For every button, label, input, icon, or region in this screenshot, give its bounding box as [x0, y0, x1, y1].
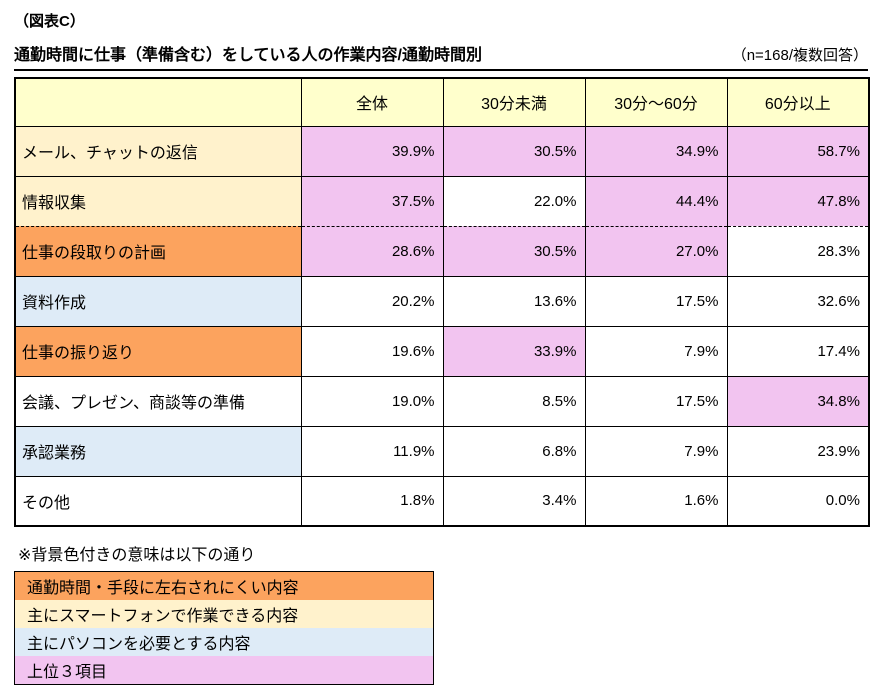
- table-row: 仕事の段取りの計画 28.6% 30.5% 27.0% 28.3%: [14, 225, 870, 277]
- table-row: 承認業務 11.9% 6.8% 7.9% 23.9%: [14, 425, 870, 477]
- value-cell: 1.8%: [300, 475, 444, 527]
- value-cell: 44.4%: [584, 175, 728, 227]
- commute-work-table: 全体 30分未満 30分～60分 60分以上 メール、チャットの返信 39.9% 30.5…: [14, 77, 870, 527]
- table-header: 全体 30分未満 30分～60分 60分以上: [14, 77, 870, 127]
- value-cell: 17.5%: [584, 375, 728, 427]
- value-cell: 19.6%: [300, 325, 444, 377]
- value-cell: 47.8%: [726, 175, 870, 227]
- value-cell: 33.9%: [442, 325, 586, 377]
- row-label: 情報収集: [14, 175, 302, 227]
- value-cell: 20.2%: [300, 275, 444, 327]
- table-body: メール、チャットの返信 39.9% 30.5% 34.9% 58.7% 情報収集 37.5%…: [14, 125, 870, 527]
- value-cell: 28.6%: [300, 225, 444, 277]
- row-label: 仕事の振り返り: [14, 325, 302, 377]
- row-label: メール、チャットの返信: [14, 125, 302, 177]
- row-label: 資料作成: [14, 275, 302, 327]
- sample-size-note: （n=168/複数回答）: [731, 47, 868, 64]
- value-cell: 17.4%: [726, 325, 870, 377]
- table-row: メール、チャットの返信 39.9% 30.5% 34.9% 58.7%: [14, 125, 870, 177]
- row-label: その他: [14, 475, 302, 527]
- value-cell: 28.3%: [726, 225, 870, 277]
- value-cell: 17.5%: [584, 275, 728, 327]
- value-cell: 37.5%: [300, 175, 444, 227]
- value-cell: 19.0%: [300, 375, 444, 427]
- value-cell: 6.8%: [442, 425, 586, 477]
- title-row: 通勤時間に仕事（準備含む）をしている人の作業内容/通勤時間別 （n=168/複数…: [14, 41, 868, 71]
- table-row: 会議、プレゼン、商談等の準備 19.0% 8.5% 17.5% 34.8%: [14, 375, 870, 427]
- legend-item: 主にスマートフォンで作業できる内容: [15, 600, 433, 628]
- column-header: 30分～60分: [584, 77, 728, 127]
- legend-item: 主にパソコンを必要とする内容: [15, 628, 433, 656]
- value-cell: 34.9%: [584, 125, 728, 177]
- value-cell: 27.0%: [584, 225, 728, 277]
- table-row: その他 1.8% 3.4% 1.6% 0.0%: [14, 475, 870, 527]
- page-title: 通勤時間に仕事（準備含む）をしている人の作業内容/通勤時間別: [14, 47, 482, 64]
- legend: 通勤時間・手段に左右されにくい内容 主にスマートフォンで作業できる内容 主にパソコン…: [14, 571, 434, 685]
- legend-item: 上位３項目: [15, 656, 433, 684]
- row-label: 会議、プレゼン、商談等の準備: [14, 375, 302, 427]
- value-cell: 34.8%: [726, 375, 870, 427]
- table-row: 情報収集 37.5% 22.0% 44.4% 47.8%: [14, 175, 870, 227]
- value-cell: 39.9%: [300, 125, 444, 177]
- value-cell: 23.9%: [726, 425, 870, 477]
- value-cell: 30.5%: [442, 225, 586, 277]
- value-cell: 32.6%: [726, 275, 870, 327]
- value-cell: 58.7%: [726, 125, 870, 177]
- value-cell: 3.4%: [442, 475, 586, 527]
- legend-item: 通勤時間・手段に左右されにくい内容: [15, 572, 433, 600]
- legend-note: ※背景色付きの意味は以下の通り: [18, 547, 256, 564]
- row-label: 仕事の段取りの計画: [14, 225, 302, 277]
- value-cell: 7.9%: [584, 425, 728, 477]
- value-cell: 8.5%: [442, 375, 586, 427]
- column-header: 全体: [300, 77, 444, 127]
- value-cell: 13.6%: [442, 275, 586, 327]
- column-header: 30分未満: [442, 77, 586, 127]
- table-row: 資料作成 20.2% 13.6% 17.5% 32.6%: [14, 275, 870, 327]
- value-cell: 1.6%: [584, 475, 728, 527]
- table-row: 仕事の振り返り 19.6% 33.9% 7.9% 17.4%: [14, 325, 870, 377]
- header-row: 全体 30分未満 30分～60分 60分以上: [14, 77, 870, 127]
- row-label: 承認業務: [14, 425, 302, 477]
- corner-cell: [14, 77, 302, 127]
- value-cell: 7.9%: [584, 325, 728, 377]
- value-cell: 0.0%: [726, 475, 870, 527]
- value-cell: 11.9%: [300, 425, 444, 477]
- value-cell: 22.0%: [442, 175, 586, 227]
- value-cell: 30.5%: [442, 125, 586, 177]
- column-header: 60分以上: [726, 77, 870, 127]
- figure-label: （図表C）: [14, 13, 85, 30]
